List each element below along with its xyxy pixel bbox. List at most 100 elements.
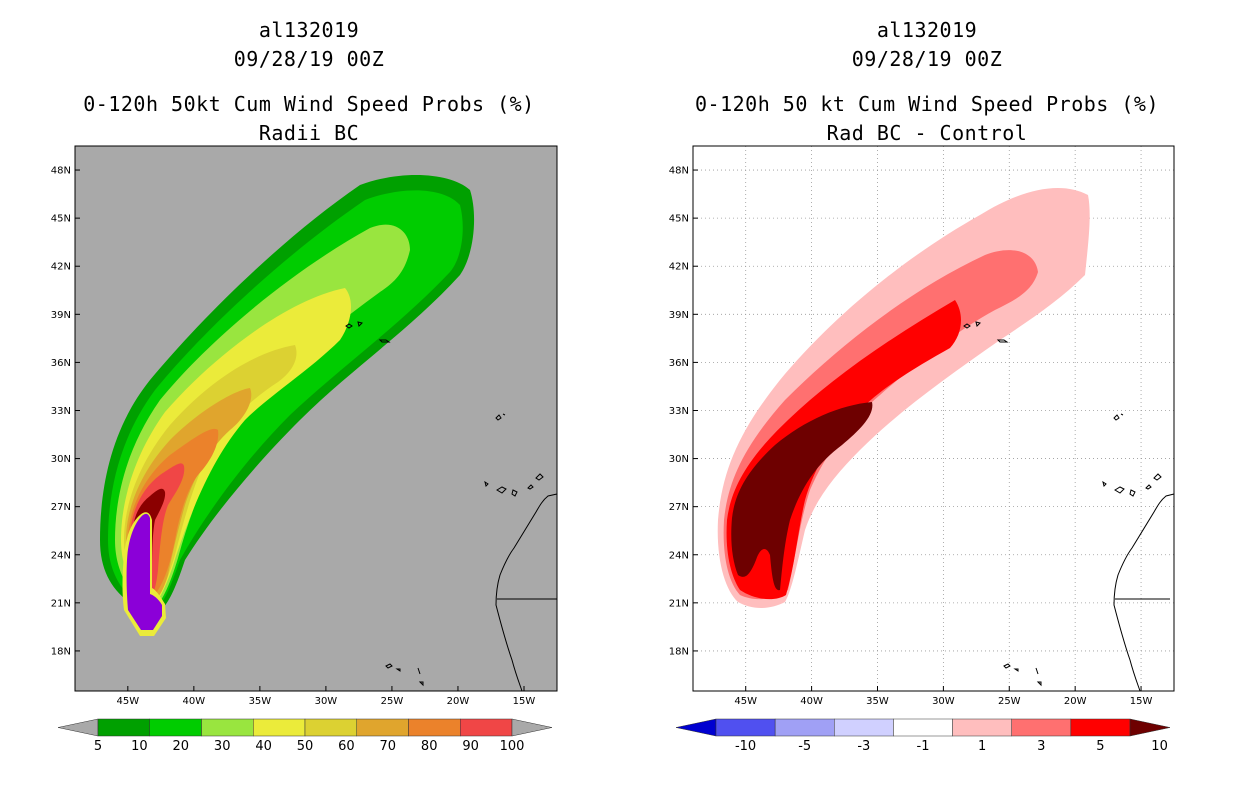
left-product-title: 0-120h 50kt Cum Wind Speed Probs (%) xyxy=(83,92,535,116)
lat-tick-label: 45N xyxy=(669,214,689,225)
colorbar-swatch xyxy=(1011,718,1072,737)
lon-tick-label: 45W xyxy=(734,696,757,707)
lon-tick-label: 20W xyxy=(447,696,470,707)
lat-tick-label: 36N xyxy=(51,358,71,369)
colorbar-swatch xyxy=(834,718,894,737)
left-storm-id: al132019 xyxy=(258,18,360,42)
colorbar-swatch xyxy=(253,718,306,737)
colorbar-label: 3 xyxy=(1037,739,1045,754)
left-coastlines xyxy=(345,321,558,692)
colorbar-swatch xyxy=(893,718,953,737)
right-datetime: 09/28/19 00Z xyxy=(851,47,1003,71)
colorbar-label: 40 xyxy=(255,739,272,754)
lat-tick-label: 42N xyxy=(51,262,71,273)
right-cape-verde xyxy=(1003,663,1042,687)
left-azores-islands xyxy=(345,321,391,343)
colorbar-swatch xyxy=(97,718,150,737)
lat-tick-label: 39N xyxy=(669,310,689,321)
diff-plus-10-core xyxy=(731,402,873,591)
colorbar-swatch xyxy=(304,718,357,737)
colorbar-right-arrow xyxy=(1129,718,1171,737)
colorbar-label: 5 xyxy=(94,739,102,754)
lat-tick-label: 33N xyxy=(51,406,71,417)
left-africa-coast xyxy=(495,493,558,692)
lat-tick-label: 39N xyxy=(51,310,71,321)
lat-tick-label: 18N xyxy=(51,646,71,657)
colorbar-left-arrow xyxy=(675,718,717,737)
lat-tick-label: 30N xyxy=(51,454,71,465)
colorbar-swatch xyxy=(149,718,202,737)
colorbar-left-arrow xyxy=(57,718,99,737)
left-madeira-islands xyxy=(495,413,506,421)
colorbar-swatch xyxy=(952,718,1012,737)
colorbar-swatch xyxy=(460,718,513,737)
lon-tick-label: 25W xyxy=(381,696,404,707)
colorbar-label: 70 xyxy=(380,739,397,754)
lon-tick-label: 35W xyxy=(866,696,889,707)
left-probability-swath xyxy=(100,174,475,636)
lat-tick-label: 48N xyxy=(669,166,689,177)
left-canary-islands xyxy=(484,473,544,497)
lon-tick-label: 35W xyxy=(249,696,272,707)
right-difference-field xyxy=(717,187,1090,608)
right-axes: 18N 21N 24N 27N 30N 33N 36N 39N 42N 45N 48N 45W 40W 3… xyxy=(669,166,1153,707)
colorbar-swatch xyxy=(1070,718,1131,737)
right-canary-islands xyxy=(1102,473,1162,497)
lon-tick-label: 30W xyxy=(932,696,955,707)
colorbar-swatch xyxy=(774,718,835,737)
right-subtitle: Rad BC - Control xyxy=(826,121,1028,145)
right-map: 18N 21N 24N 27N 30N 33N 36N 39N 42N 45N 48N 45W 40W 3… xyxy=(669,145,1175,707)
lat-tick-label: 33N xyxy=(669,406,689,417)
lat-tick-label: 21N xyxy=(669,598,689,609)
right-panel-titles: al132019 09/28/19 00Z 0-120h 50 kt Cum W… xyxy=(618,16,1236,148)
colorbar-label: 50 xyxy=(297,739,314,754)
colorbar-label: 30 xyxy=(214,739,231,754)
lat-tick-label: 30N xyxy=(669,454,689,465)
colorbar-label: 90 xyxy=(462,739,479,754)
right-storm-id: al132019 xyxy=(876,18,978,42)
left-panel-titles: al132019 09/28/19 00Z 0-120h 50kt Cum Wi… xyxy=(0,16,618,148)
right-azores-islands xyxy=(963,321,1009,343)
colorbar-label: 10 xyxy=(131,739,148,754)
right-colorbar: -10 -5 -3 -1 1 3 5 10 xyxy=(675,718,1171,754)
left-map: 18N 21N 24N 27N 30N 33N 36N 39N 42N 45N 48N 45W 40W 3… xyxy=(51,145,558,707)
colorbar-label: -1 xyxy=(917,739,930,754)
left-subtitle: Radii BC xyxy=(258,121,360,145)
lat-tick-label: 24N xyxy=(669,550,689,561)
lat-tick-label: 42N xyxy=(669,262,689,273)
colorbar-label: 60 xyxy=(338,739,355,754)
left-datetime: 09/28/19 00Z xyxy=(233,47,385,71)
right-coastlines xyxy=(963,321,1175,692)
lon-tick-label: 40W xyxy=(800,696,823,707)
lat-tick-label: 36N xyxy=(669,358,689,369)
lon-tick-label: 25W xyxy=(998,696,1021,707)
lat-tick-label: 45N xyxy=(51,214,71,225)
lat-tick-label: 27N xyxy=(669,502,689,513)
left-colorbar: 5 10 20 30 40 50 60 70 80 90 100 xyxy=(57,718,553,754)
lat-tick-label: 27N xyxy=(51,502,71,513)
colorbar-label: 80 xyxy=(421,739,438,754)
lon-tick-label: 15W xyxy=(513,696,536,707)
colorbar-right-arrow xyxy=(511,718,553,737)
left-axes: 18N 21N 24N 27N 30N 33N 36N 39N 42N 45N 48N 45W 40W 3… xyxy=(51,166,536,707)
colorbar-label: 20 xyxy=(173,739,190,754)
colorbar-label: 5 xyxy=(1096,739,1104,754)
colorbar-swatch xyxy=(408,718,461,737)
lon-tick-label: 45W xyxy=(117,696,140,707)
left-cape-verde xyxy=(385,663,424,687)
colorbar-label: -10 xyxy=(735,739,756,754)
lat-tick-label: 24N xyxy=(51,550,71,561)
colorbar-label: 100 xyxy=(500,739,525,754)
right-africa-coast xyxy=(1113,493,1175,692)
colorbar-swatch xyxy=(715,718,776,737)
right-product-title: 0-120h 50 kt Cum Wind Speed Probs (%) xyxy=(694,92,1160,116)
colorbar-label: 10 xyxy=(1151,739,1168,754)
colorbar-label: -5 xyxy=(798,739,811,754)
lat-tick-label: 18N xyxy=(669,646,689,657)
colorbar-swatch xyxy=(201,718,254,737)
lon-tick-label: 40W xyxy=(183,696,206,707)
right-madeira-islands xyxy=(1113,413,1124,421)
colorbar-swatch xyxy=(356,718,409,737)
lon-tick-label: 30W xyxy=(315,696,338,707)
